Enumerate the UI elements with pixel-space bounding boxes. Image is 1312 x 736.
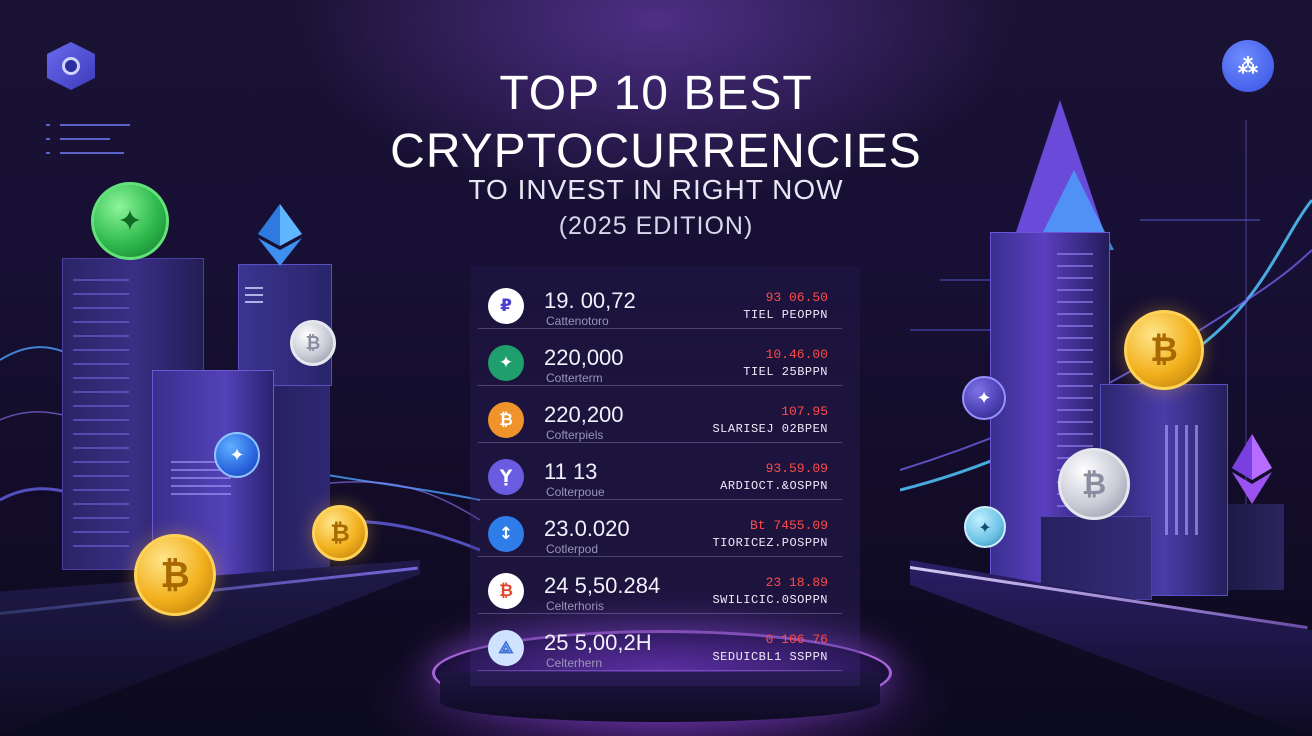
crypto-name: Cofterpiels xyxy=(546,428,604,442)
crypto-name: Cattenotoro xyxy=(546,314,609,328)
ethereum-purple-icon xyxy=(1232,434,1272,504)
silver-bitcoin-coin-icon-right: ₿ xyxy=(1058,448,1130,520)
crypto-change: 93.59.09 xyxy=(765,461,828,476)
hexagon-logo-icon[interactable] xyxy=(47,42,95,90)
menu-dot xyxy=(46,152,50,154)
page-title-line-1: TOP 10 BEST xyxy=(499,67,813,120)
crypto-tag: TIEL 25BPPN xyxy=(743,365,828,379)
coin-glyph: ✦ xyxy=(229,444,245,466)
p-coin-icon: ₽ xyxy=(488,288,524,324)
crypto-price: 25 5,00,2H xyxy=(544,630,652,655)
page-title-line-2: CRYPTOCURRENCIES xyxy=(390,125,922,178)
crypto-tag: SWILICIC.0SOPPN xyxy=(712,593,828,607)
crypto-name: Cotterterm xyxy=(546,371,603,385)
purple-coin-icon: Ỵ xyxy=(488,459,524,495)
gold-bitcoin-coin-icon-small: ₿ xyxy=(312,505,368,561)
crypto-row[interactable]: ⟁ 25 5,00,2H Celterhern 0 106 76 SEDUICBL1 S… xyxy=(478,614,842,671)
crypto-price: 11 13 xyxy=(544,459,598,484)
pedestal-right xyxy=(1228,504,1284,590)
coin-glyph: ₿ xyxy=(1081,466,1107,502)
crypto-row[interactable]: ₿ 220,200 Cofterpiels 107.95 SLARISEJ 02BPEN xyxy=(478,386,842,443)
page-subtitle: TO INVEST IN RIGHT NOW xyxy=(468,174,844,205)
crypto-tag: ARDIOCT.&OSPPN xyxy=(720,479,828,493)
crypto-price: 220,200 xyxy=(544,402,624,427)
podium-base xyxy=(440,672,880,722)
menu-dot xyxy=(46,124,50,126)
green-coin-glyph: ✦ xyxy=(117,203,143,239)
gold-bitcoin-coin-icon-right: ₿ xyxy=(1124,310,1204,390)
crypto-tag: SLARISEJ 02BPEN xyxy=(712,422,828,436)
crypto-row[interactable]: ✦ 220,000 Cotterterm 10.46.00 TIEL 25BPPN xyxy=(478,329,842,386)
edition-label: (2025 EDITION) xyxy=(558,212,754,240)
crypto-name: Cotlerpod xyxy=(546,542,599,556)
app-logo-icon[interactable]: ⁂ xyxy=(1222,40,1274,92)
crypto-row[interactable]: ₿ 24 5,50.284 Celterhoris 23 18.89 SWILICIC.… xyxy=(478,557,842,614)
bitcoin-red-coin-icon: ₿ xyxy=(488,573,524,609)
blue-coin-icon: ✦ xyxy=(214,432,260,478)
menu-line xyxy=(60,138,110,140)
diamond-coin-icon: ✦ xyxy=(488,345,524,381)
crypto-price: 220,000 xyxy=(544,345,624,370)
coin-glyph: ✦ xyxy=(978,517,992,537)
crypto-change: 23 18.89 xyxy=(765,575,828,590)
coin-glyph: ₿ xyxy=(1150,330,1178,370)
coin-glyph: ₿ xyxy=(160,555,190,596)
lightblue-coin-icon: ✦ xyxy=(964,506,1006,548)
menu-line xyxy=(60,152,124,154)
arrows-coin-icon: ↕ xyxy=(488,516,524,552)
crypto-list-panel xyxy=(470,266,860,686)
hexagon-logo-center xyxy=(62,57,80,75)
crypto-tag: TIEL PEOPPN xyxy=(743,308,828,322)
crypto-tag: TIORICEZ.POSPPN xyxy=(712,536,828,550)
bitcoin-orange-coin-icon: ₿ xyxy=(488,402,524,438)
crypto-price: 23.0.020 xyxy=(544,516,630,541)
crypto-name: Celterhern xyxy=(546,656,603,670)
coin-glyph: ✦ xyxy=(976,387,992,409)
ethereum-icon xyxy=(258,204,302,266)
crypto-price: 24 5,50.284 xyxy=(544,573,661,598)
triangle-coin-icon: ⟁ xyxy=(488,630,524,666)
green-coin-icon: ✦ xyxy=(91,182,169,260)
coin-glyph: ₿ xyxy=(330,518,350,547)
coin-glyph: ₿ xyxy=(305,332,321,354)
menu-lines-icon xyxy=(46,120,132,160)
crypto-row[interactable]: Ỵ 11 13 Colterpoue 93.59.09 ARDIOCT.&OSPPN xyxy=(478,443,842,500)
gold-bitcoin-coin-icon-large: ₿ xyxy=(134,534,216,616)
purple-coin-icon: ✦ xyxy=(962,376,1006,420)
crypto-change: 93 06.50 xyxy=(765,290,828,305)
menu-line xyxy=(60,124,130,126)
crypto-change: 107.95 xyxy=(781,404,828,419)
crypto-row[interactable]: ₽19. 00,72 Cattenotoro 93 06.50 TIEL PEOPPN xyxy=(478,272,842,329)
crypto-price: 19. 00,72 xyxy=(544,288,636,313)
crypto-change: 10.46.00 xyxy=(765,347,828,362)
silver-bitcoin-coin-icon: ₿ xyxy=(290,320,336,366)
crypto-tag: SEDUICBL1 SSPPN xyxy=(712,650,828,664)
crypto-change: Bt 7455.09 xyxy=(749,518,828,533)
app-logo-glyph: ⁂ xyxy=(1238,55,1258,78)
crypto-row[interactable]: ↕ 23.0.020 Cotlerpod Bt 7455.09 TIORICEZ.POS… xyxy=(478,500,842,557)
crypto-name: Colterpoue xyxy=(546,485,605,499)
crypto-change: 0 106 76 xyxy=(765,632,828,647)
crypto-name: Celterhoris xyxy=(546,599,605,613)
menu-dot xyxy=(46,138,50,140)
